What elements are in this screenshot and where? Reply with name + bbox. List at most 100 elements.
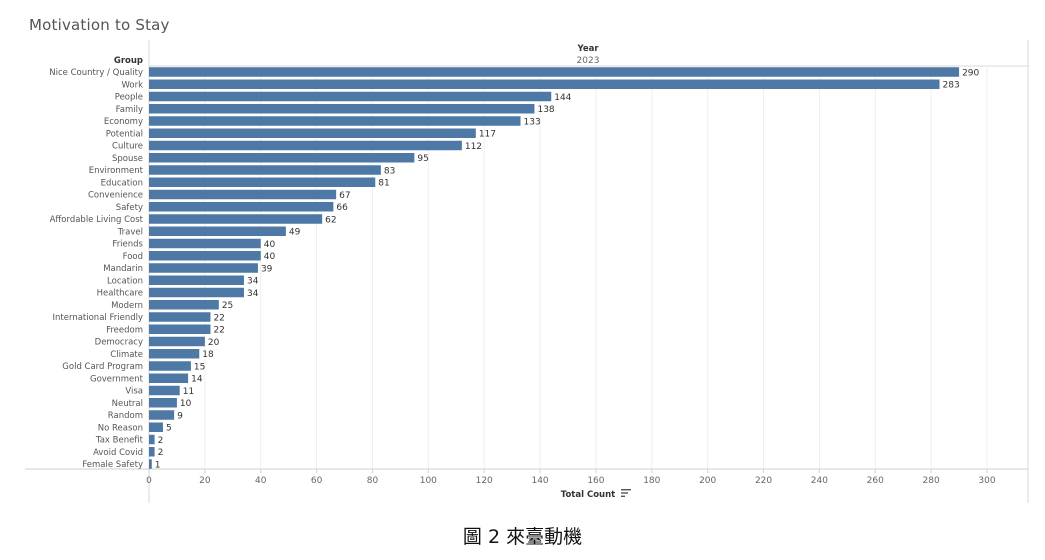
data-label: 34 (247, 277, 259, 287)
data-label: 15 (194, 362, 205, 372)
category-label: Democracy (95, 338, 143, 348)
category-label: Work (121, 80, 143, 90)
data-label: 18 (202, 350, 214, 360)
x-tick-label: 220 (755, 476, 772, 486)
data-label: 11 (183, 387, 194, 397)
bar[interactable] (149, 287, 244, 298)
x-tick-label: 0 (146, 476, 152, 486)
bar[interactable] (149, 361, 191, 371)
bar[interactable] (149, 300, 219, 310)
x-tick-label: 260 (867, 476, 884, 486)
x-tick-label: 120 (476, 476, 493, 486)
bar[interactable] (149, 263, 258, 273)
bar[interactable] (149, 349, 200, 359)
data-label: 83 (384, 166, 395, 176)
bar[interactable] (149, 128, 476, 139)
bar[interactable] (149, 177, 376, 188)
data-label: 25 (222, 301, 233, 311)
data-label: 40 (264, 240, 276, 250)
category-label: People (115, 93, 143, 103)
x-tick-label: 40 (255, 476, 267, 486)
data-label: 95 (417, 154, 428, 164)
category-label: Random (108, 411, 143, 421)
category-label: Economy (104, 117, 143, 127)
bar[interactable] (149, 116, 521, 126)
data-label: 10 (180, 399, 192, 409)
bar[interactable] (149, 275, 244, 286)
bar[interactable] (149, 140, 462, 151)
category-label: Convenience (88, 191, 143, 201)
bar[interactable] (149, 434, 155, 445)
category-label: Visa (125, 387, 143, 397)
bar[interactable] (149, 214, 323, 224)
bar[interactable] (149, 373, 189, 384)
category-label: Government (90, 374, 144, 384)
data-label: 49 (289, 228, 301, 238)
category-label: Safety (116, 203, 143, 213)
data-label: 39 (261, 264, 273, 274)
bar[interactable] (149, 324, 211, 335)
data-label: 290 (962, 68, 979, 78)
data-label: 5 (166, 424, 172, 434)
category-label: Freedom (106, 325, 143, 335)
chart-title: Motivation to Stay (29, 16, 170, 34)
x-tick-label: 180 (643, 476, 660, 486)
data-label: 40 (264, 252, 276, 262)
category-label: Gold Card Program (62, 362, 143, 372)
bar[interactable] (149, 238, 261, 249)
x-tick-label: 140 (531, 476, 548, 486)
data-label: 2 (158, 448, 164, 458)
x-tick-label: 160 (587, 476, 604, 486)
bar[interactable] (149, 422, 163, 433)
category-label: Avoid Covid (93, 448, 143, 458)
data-label: 112 (465, 142, 482, 152)
data-label: 283 (943, 81, 960, 91)
category-label: Climate (110, 350, 143, 360)
x-tick-label: 300 (978, 476, 995, 486)
data-label: 22 (213, 326, 224, 336)
data-label: 34 (247, 289, 259, 299)
data-label: 117 (479, 130, 496, 140)
data-label: 81 (378, 179, 389, 189)
bar[interactable] (149, 398, 177, 408)
bar[interactable] (149, 79, 940, 90)
bar[interactable] (149, 67, 960, 77)
data-label: 9 (177, 411, 183, 421)
bar[interactable] (149, 104, 535, 114)
data-label: 22 (213, 313, 224, 323)
x-tick-label: 20 (199, 476, 211, 486)
bar[interactable] (149, 202, 334, 212)
bar[interactable] (149, 385, 180, 396)
category-label: Environment (89, 166, 144, 176)
data-label: 66 (336, 203, 348, 213)
figure-caption: 圖 2 來臺動機 (462, 526, 583, 548)
bar[interactable] (149, 459, 152, 469)
data-label: 138 (537, 105, 554, 115)
sort-descending-icon[interactable] (621, 488, 631, 498)
category-label: Location (107, 276, 143, 286)
category-label: Modern (111, 301, 143, 311)
data-label: 1 (155, 460, 161, 470)
bar[interactable] (149, 251, 261, 261)
category-label: Neutral (112, 399, 143, 409)
category-label: Potential (106, 129, 143, 139)
category-label: International Friendly (53, 313, 143, 323)
x-axis-title: Total Count (561, 490, 615, 500)
bar[interactable] (149, 165, 381, 175)
data-label: 67 (339, 191, 350, 201)
bar[interactable] (149, 153, 415, 163)
category-label: Female Safety (82, 460, 143, 470)
bar[interactable] (149, 336, 205, 347)
bar[interactable] (149, 447, 155, 457)
data-label: 14 (191, 375, 203, 385)
bar[interactable] (149, 189, 337, 200)
category-label: Tax Benefit (95, 436, 144, 446)
category-label: Mandarin (103, 264, 143, 274)
bar[interactable] (149, 91, 552, 102)
bar[interactable] (149, 226, 286, 237)
column-header-label: Year (576, 44, 599, 54)
data-label: 20 (208, 338, 220, 348)
bar[interactable] (149, 312, 211, 322)
bar[interactable] (149, 410, 175, 420)
category-label: No Reason (98, 423, 143, 433)
